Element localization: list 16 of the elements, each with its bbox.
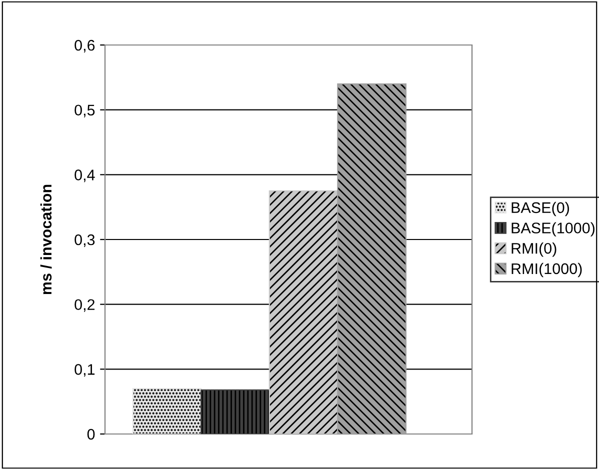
y-tick-label: 0,3 <box>74 234 95 247</box>
bar <box>200 389 270 434</box>
legend-label: RMI(0) <box>512 242 556 257</box>
bar <box>132 388 202 434</box>
y-tick-label: 0,5 <box>74 104 95 118</box>
legend-label: BASE(0) <box>512 202 569 216</box>
legend-label: BASE(1000) <box>512 222 594 236</box>
bar <box>337 83 406 434</box>
legend-label: RMI(1000) <box>512 262 582 278</box>
y-tick-label: 0,1 <box>74 364 95 377</box>
bar <box>268 190 338 434</box>
y-tick-label: 0,4 <box>74 170 95 182</box>
y-tick-label: 0,2 <box>74 299 95 312</box>
y-tick-label: 0,6 <box>74 40 95 52</box>
y-tick-label: 0 <box>87 428 95 440</box>
y-axis-title: ms / invocation <box>40 184 52 294</box>
